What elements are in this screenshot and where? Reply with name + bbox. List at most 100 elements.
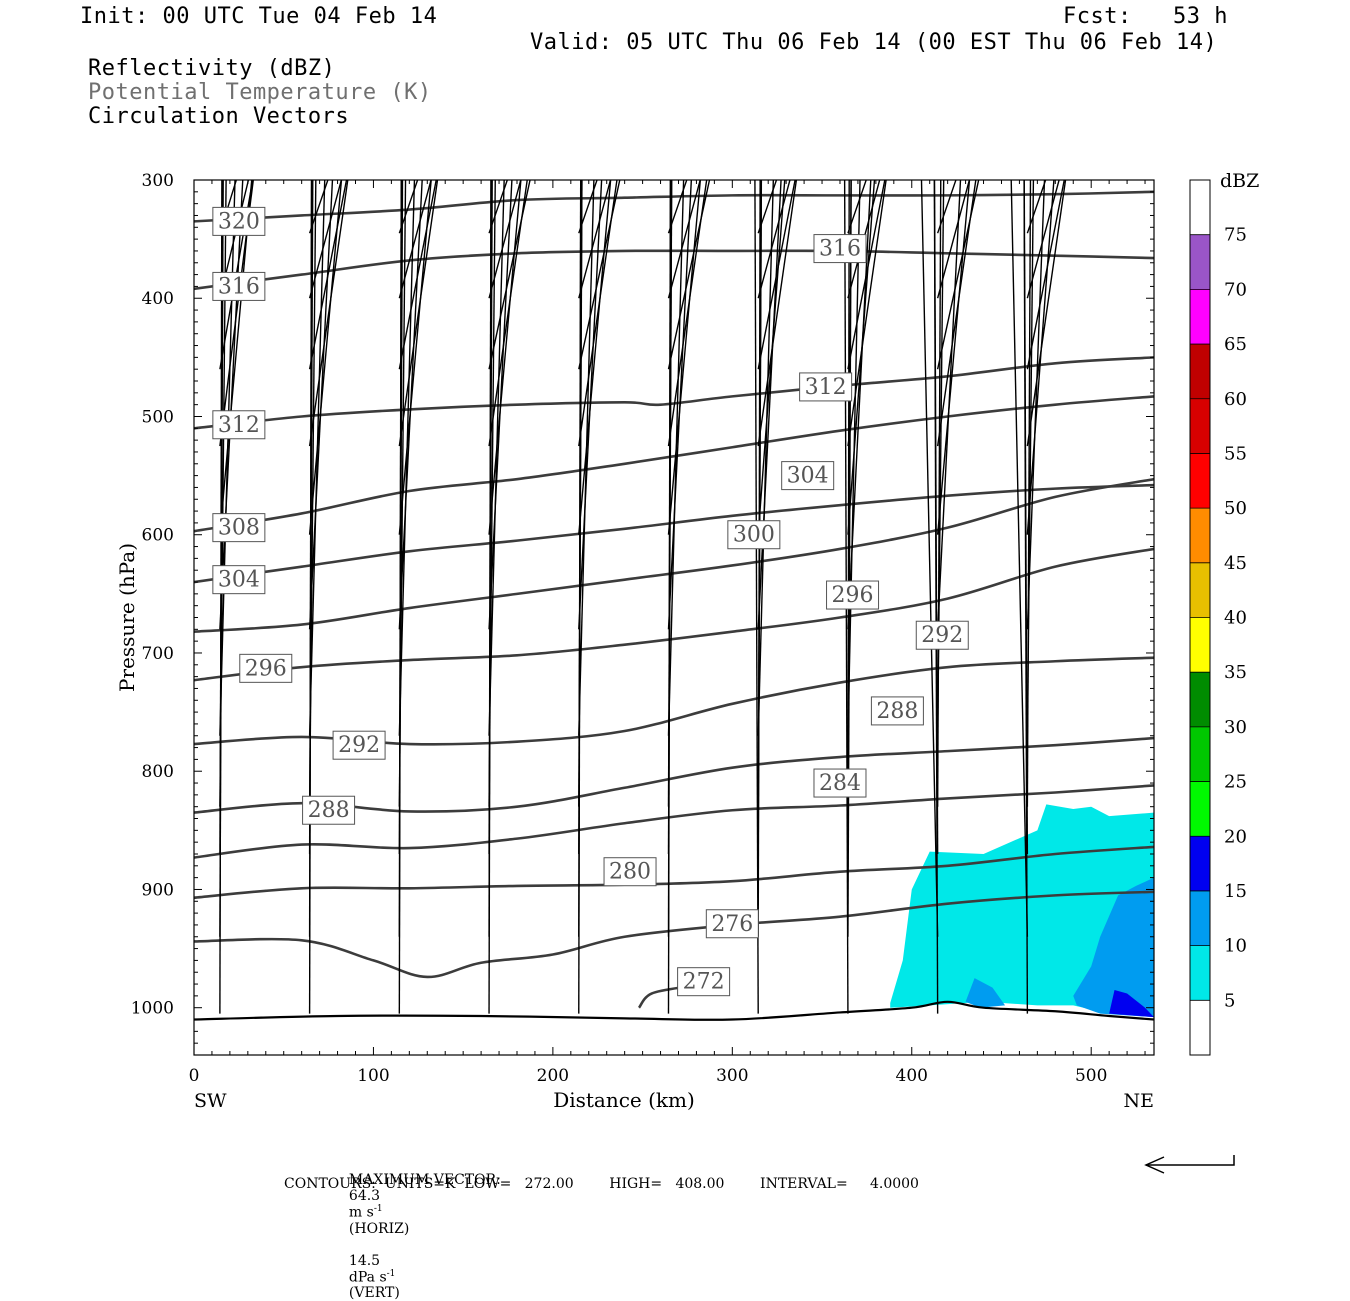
contour-label-box <box>332 730 386 760</box>
circulation-vector <box>843 180 849 1014</box>
colorbar-tick-label: 35 <box>1224 662 1247 683</box>
circulation-vector <box>219 180 236 736</box>
colorbar-bin-70 <box>1190 234 1210 290</box>
contour-label: 296 <box>832 583 874 608</box>
contour-label-box <box>727 520 781 550</box>
contour-label-box <box>212 565 266 595</box>
circulation-vector <box>936 180 957 234</box>
contour-label-box <box>826 580 880 610</box>
contour-label-box <box>212 410 266 440</box>
colorbar-tick-label: 20 <box>1224 826 1247 847</box>
colorbar-bin-5 <box>1190 945 1210 1001</box>
circulation-vector <box>488 180 531 370</box>
colorbar-bin-35 <box>1190 617 1210 673</box>
vert-suffix: (VERT) <box>348 1285 400 1301</box>
contour-label-box <box>212 271 266 301</box>
x-axis-label: Distance (km) <box>553 1088 695 1112</box>
contour-label-box <box>603 857 657 887</box>
field-label-reflectivity: Reflectivity (dBZ) <box>88 56 336 81</box>
colorbar-bin-55 <box>1190 398 1210 454</box>
left-end-label: SW <box>194 1090 227 1112</box>
y-axis-label: Pressure (hPa) <box>115 543 139 692</box>
contour-label-box <box>212 513 266 543</box>
theta-contour-292 <box>194 547 1154 682</box>
circulation-vector <box>488 180 509 234</box>
circulation-vector <box>1026 180 1047 234</box>
contour-label-box <box>212 206 266 236</box>
circulation-vector <box>308 180 349 447</box>
x-tick-label: 300 <box>716 1066 748 1086</box>
colorbar-tick-label: 25 <box>1224 772 1247 793</box>
colorbar-tick-label: 65 <box>1224 334 1247 355</box>
colorbar-tick-label: 40 <box>1224 608 1247 629</box>
circulation-vector <box>757 180 778 234</box>
vert-value: 14.5 <box>348 1252 381 1269</box>
circulation-vector <box>667 180 672 1014</box>
contour-label-box <box>813 768 867 798</box>
reflectivity-area-15dbz <box>1109 989 1154 1018</box>
contour-label: 288 <box>308 798 350 823</box>
contour-label: 312 <box>805 375 847 400</box>
right-end-label: NE <box>1124 1090 1155 1112</box>
circulation-vector <box>936 180 977 447</box>
contour-label: 300 <box>733 523 775 548</box>
contour-label-box <box>302 795 356 825</box>
contour-label-box <box>705 909 759 939</box>
circulation-vector <box>398 180 403 1014</box>
y-tick-label: 700 <box>142 644 174 664</box>
circulation-vector <box>488 180 505 736</box>
circulation-vector <box>757 180 786 535</box>
y-tick-label: 1000 <box>131 999 174 1019</box>
horiz-unit-exp: -1 <box>373 1204 383 1214</box>
contour-label: 304 <box>787 464 829 489</box>
colorbar-unit-label: dBZ <box>1220 170 1259 192</box>
circulation-vector <box>847 180 861 736</box>
circulation-vector <box>757 180 798 447</box>
theta-contour-320 <box>194 190 1154 223</box>
colorbar-bin-60 <box>1190 344 1210 399</box>
contour-label: 320 <box>218 209 260 234</box>
init-time: Init: 00 UTC Tue 04 Feb 14 <box>80 4 438 29</box>
x-tick-label: 200 <box>537 1066 569 1086</box>
colorbar-tick-label: 70 <box>1224 279 1247 300</box>
colorbar-bin-45 <box>1190 508 1210 563</box>
circulation-vector <box>1026 180 1065 370</box>
reflectivity-area-10dbz <box>965 978 1006 1008</box>
circulation-vector <box>847 180 872 630</box>
colorbar-bin-50 <box>1190 453 1210 509</box>
reflectivity-area-10dbz <box>1073 877 1154 1018</box>
circulation-vector <box>578 180 595 736</box>
max-vector-label: MAXIMUM VECTOR: <box>348 1172 501 1188</box>
y-tick-label: 300 <box>142 171 174 191</box>
horiz-unit: m s <box>348 1204 374 1221</box>
contour-label-box <box>915 620 969 650</box>
circulation-vector <box>578 180 598 234</box>
circulation-vector <box>933 180 939 1014</box>
reflectivity-area-5dbz <box>890 804 1154 1018</box>
contour-label-box <box>677 967 731 997</box>
contour-label: 292 <box>921 623 963 648</box>
circulation-vector <box>847 180 867 234</box>
colorbar-tick-label: 55 <box>1224 443 1247 464</box>
footer-contours: CONTOURS: UNITS=K LOW= 272.00 HIGH= 408.… <box>284 1176 919 1192</box>
circulation-vector <box>1023 180 1029 1014</box>
theta-contour-276 <box>194 845 1154 900</box>
x-tick-label: 400 <box>896 1066 928 1086</box>
circulation-vector <box>308 180 313 1014</box>
contour-label: 292 <box>338 733 380 758</box>
circulation-vector <box>936 180 971 299</box>
valid-time: Valid: 05 UTC Thu 06 Feb 14 (00 EST Thu … <box>530 30 1218 55</box>
theta-contour-316 <box>194 249 1154 291</box>
x-tick-label: 0 <box>189 1066 200 1086</box>
circulation-vector <box>578 180 582 1014</box>
circulation-vector <box>847 180 886 370</box>
circulation-vector <box>920 180 939 937</box>
surface-line <box>194 1000 1154 1021</box>
contour-label: 312 <box>218 413 260 438</box>
theta-contour-296 <box>194 477 1154 633</box>
circulation-vector <box>936 180 942 807</box>
contour-label-box <box>799 372 853 402</box>
circulation-vector <box>308 180 326 736</box>
colorbar-tick-label: 75 <box>1224 225 1247 246</box>
reference-vector-head <box>1144 1156 1165 1174</box>
